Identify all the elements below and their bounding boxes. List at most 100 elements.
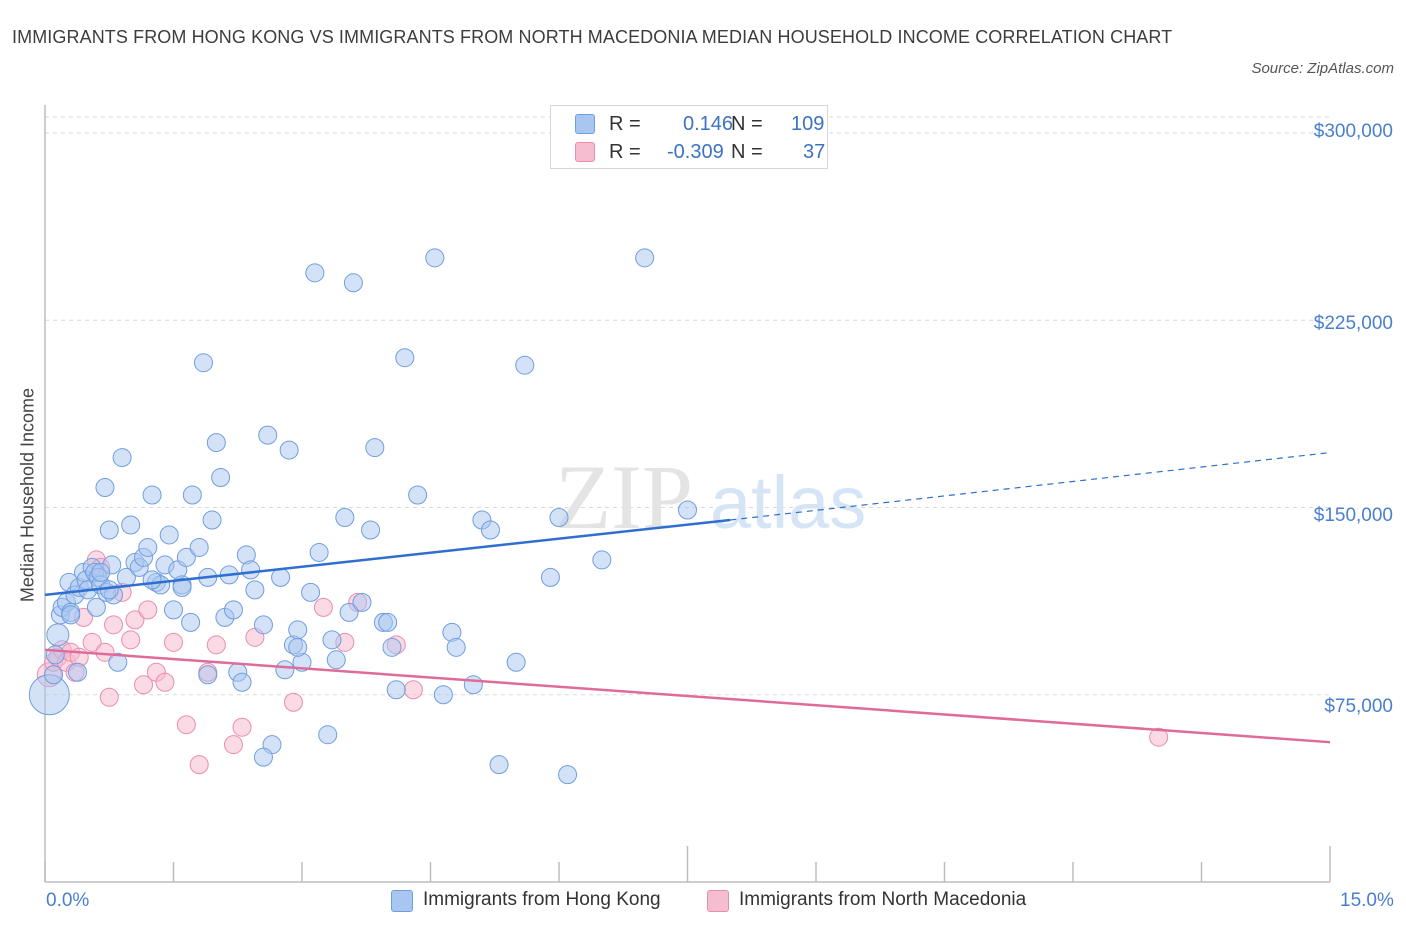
hong-kong-point <box>176 547 196 567</box>
north-macedonia-point <box>99 687 119 707</box>
hong-kong-point <box>480 520 500 540</box>
hong-kong-point <box>635 248 655 268</box>
hong-kong-point <box>288 637 308 657</box>
hong-kong-point <box>198 665 218 685</box>
hong-kong-point <box>211 468 231 488</box>
hong-kong-point <box>540 567 560 587</box>
hong-kong-point <box>189 537 209 557</box>
hong-kong-point <box>46 623 70 647</box>
hong-kong-point <box>506 652 526 672</box>
hong-kong-point <box>343 273 363 293</box>
hong-kong-point <box>45 645 65 665</box>
hong-kong-point <box>202 510 222 530</box>
r-value: 0.146 <box>683 113 734 135</box>
blue-swatch <box>391 890 413 912</box>
north-macedonia-point <box>82 632 102 652</box>
north-macedonia-point <box>164 632 183 652</box>
hong-kong-point <box>279 440 299 460</box>
n-value: 37 <box>803 141 826 163</box>
watermark: ZIP atlas <box>555 446 866 548</box>
blue-swatch <box>575 114 595 134</box>
hong-kong-point <box>309 542 329 562</box>
n-label: N = <box>731 113 763 135</box>
hong-kong-point <box>592 550 612 570</box>
hong-kong-point <box>425 248 445 268</box>
north-macedonia-point <box>206 635 226 655</box>
north-macedonia-trend-line <box>44 648 1331 744</box>
hong-kong-point <box>352 592 372 612</box>
hong-kong-point <box>99 580 119 600</box>
hong-kong-point <box>108 652 128 672</box>
hong-kong-point <box>172 577 192 597</box>
hong-kong-point <box>86 597 106 617</box>
north-macedonia-point <box>223 735 243 755</box>
hong-kong-point <box>335 507 355 527</box>
hong-kong-point <box>68 662 88 682</box>
hong-kong-point <box>318 725 338 745</box>
north-macedonia-point <box>138 600 158 620</box>
hong-kong-point <box>378 612 398 632</box>
hong-kong-point <box>193 353 213 373</box>
hong-kong-point <box>382 637 402 657</box>
hong-kong-point <box>463 675 483 695</box>
hong-kong-point <box>361 520 381 540</box>
legend-label: Immigrants from Hong Kong <box>423 889 661 910</box>
series-hong-kong-points <box>28 248 697 785</box>
hong-kong-point <box>95 478 115 498</box>
hong-kong-point <box>408 485 428 505</box>
axes <box>44 105 1331 883</box>
x-tick-label: 15.0% <box>1340 890 1394 911</box>
hong-kong-point <box>142 485 162 505</box>
hong-kong-point <box>253 615 273 635</box>
y-tick-label: $225,000 <box>1313 313 1393 334</box>
pink-swatch <box>707 890 729 912</box>
pink-swatch <box>575 142 595 162</box>
hong-kong-point <box>322 630 342 650</box>
hong-kong-point <box>549 507 569 527</box>
north-macedonia-point <box>1149 727 1169 747</box>
n-label: N = <box>731 141 763 163</box>
y-tick-label: $75,000 <box>1324 696 1393 717</box>
north-macedonia-point <box>189 755 209 775</box>
watermark-atlas: atlas <box>710 461 866 544</box>
hong-kong-point <box>142 570 162 590</box>
hong-kong-point <box>232 672 252 692</box>
hong-kong-point <box>245 580 265 600</box>
hong-kong-point <box>223 600 243 620</box>
r-label: R = <box>609 141 641 163</box>
trend-lines <box>44 451 1331 744</box>
north-macedonia-point <box>176 715 196 735</box>
hong-kong-point <box>164 600 183 620</box>
chart-title: IMMIGRANTS FROM HONG KONG VS IMMIGRANTS … <box>12 27 1173 47</box>
north-macedonia-point <box>125 610 145 630</box>
y-tick-label: $300,000 <box>1313 121 1393 142</box>
hong-kong-point <box>301 582 321 602</box>
legend-label: Immigrants from North Macedonia <box>739 889 1027 910</box>
north-macedonia-point <box>134 675 154 695</box>
r-value: -0.309 <box>667 141 724 163</box>
source-label: Source: ZipAtlas.com <box>1251 60 1394 77</box>
hong-kong-point <box>258 425 278 445</box>
hong-kong-point <box>138 537 158 557</box>
stats-legend: R = 0.146 N = 109 R = -0.309 N = 37 <box>550 105 828 169</box>
hong-kong-point <box>253 747 273 767</box>
hong-kong-point <box>271 567 291 587</box>
hong-kong-point <box>61 605 81 625</box>
hong-kong-point <box>241 560 261 580</box>
north-macedonia-point <box>313 597 333 617</box>
north-macedonia-point <box>403 680 423 700</box>
hong-kong-point <box>339 602 359 622</box>
r-label: R = <box>609 113 641 135</box>
hong-kong-point <box>112 448 132 468</box>
hong-kong-point <box>395 348 415 368</box>
hong-kong-point <box>91 562 111 582</box>
hong-kong-point <box>446 637 466 657</box>
hong-kong-point <box>206 433 226 453</box>
hong-kong-point <box>515 355 535 375</box>
hong-kong-point <box>489 755 509 775</box>
hong-kong-point <box>99 520 119 540</box>
x-tick-label: 0.0% <box>46 890 90 911</box>
n-value: 109 <box>791 113 825 135</box>
hong-kong-point <box>305 263 325 283</box>
